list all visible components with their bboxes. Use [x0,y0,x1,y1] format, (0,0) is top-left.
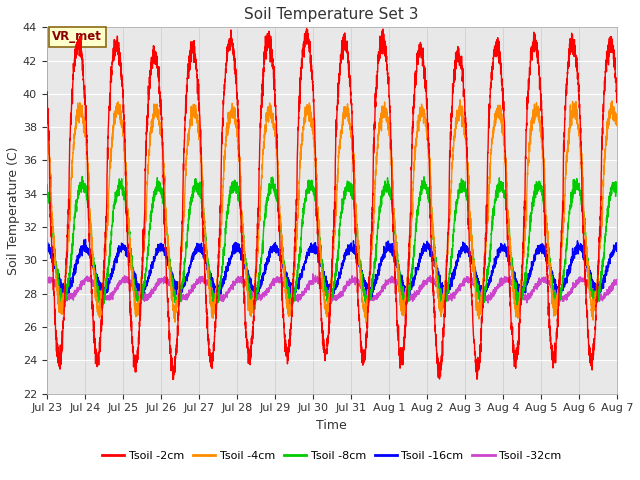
Y-axis label: Soil Temperature (C): Soil Temperature (C) [7,146,20,275]
Legend: Tsoil -2cm, Tsoil -4cm, Tsoil -8cm, Tsoil -16cm, Tsoil -32cm: Tsoil -2cm, Tsoil -4cm, Tsoil -8cm, Tsoi… [98,447,566,466]
Title: Soil Temperature Set 3: Soil Temperature Set 3 [244,7,419,22]
Text: VR_met: VR_met [52,30,102,43]
X-axis label: Time: Time [316,419,347,432]
